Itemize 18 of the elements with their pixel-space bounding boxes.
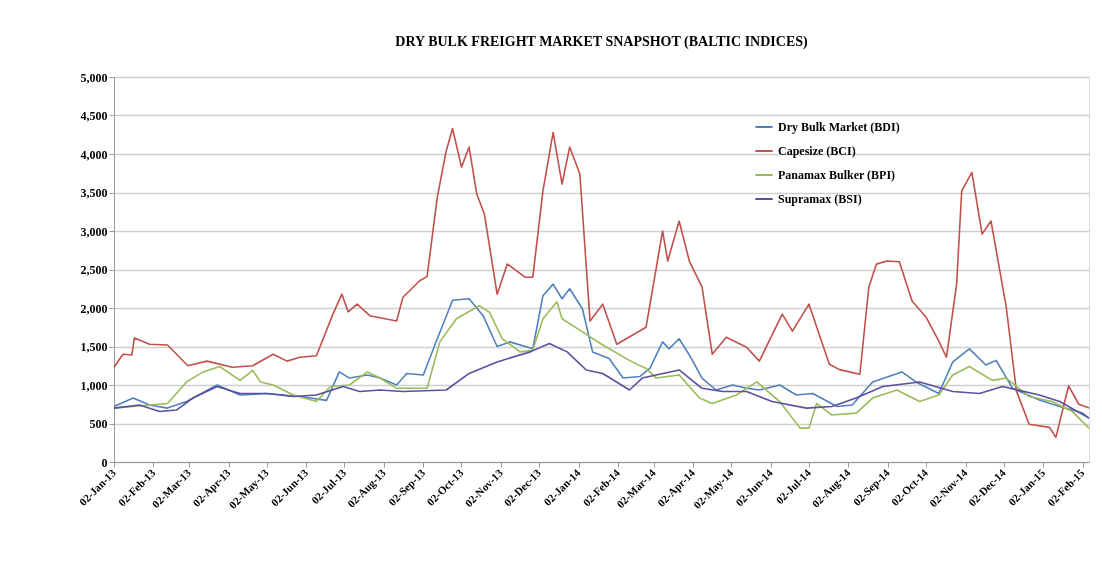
chart-title: DRY BULK FREIGHT MARKET SNAPSHOT (BALTIC INDICES) <box>395 34 808 50</box>
y-tick-label: 3,000 <box>80 224 108 239</box>
y-tick-label: 2,000 <box>80 301 108 316</box>
line-series <box>113 342 1090 419</box>
y-tick-label: 4,000 <box>80 147 108 162</box>
line-series <box>113 283 1090 419</box>
legend-label: Capesize (BCI) <box>778 144 856 158</box>
legend-label: Dry Bulk Market (BDI) <box>778 120 900 134</box>
y-tick-label: 4,500 <box>80 109 108 123</box>
y-tick-label: 1,500 <box>80 340 108 354</box>
y-tick-label: 1,000 <box>80 378 108 393</box>
y-tick-label: 500 <box>89 417 108 431</box>
y-tick-label: 0 <box>101 455 108 470</box>
y-tick-label: 3,500 <box>80 186 108 200</box>
y-tick-label: 5,000 <box>80 70 108 85</box>
legend-label: Panamax Bulker (BPI) <box>778 168 896 182</box>
y-tick-label: 2,500 <box>80 263 108 277</box>
legend-label: Supramax (BSI) <box>778 192 862 206</box>
